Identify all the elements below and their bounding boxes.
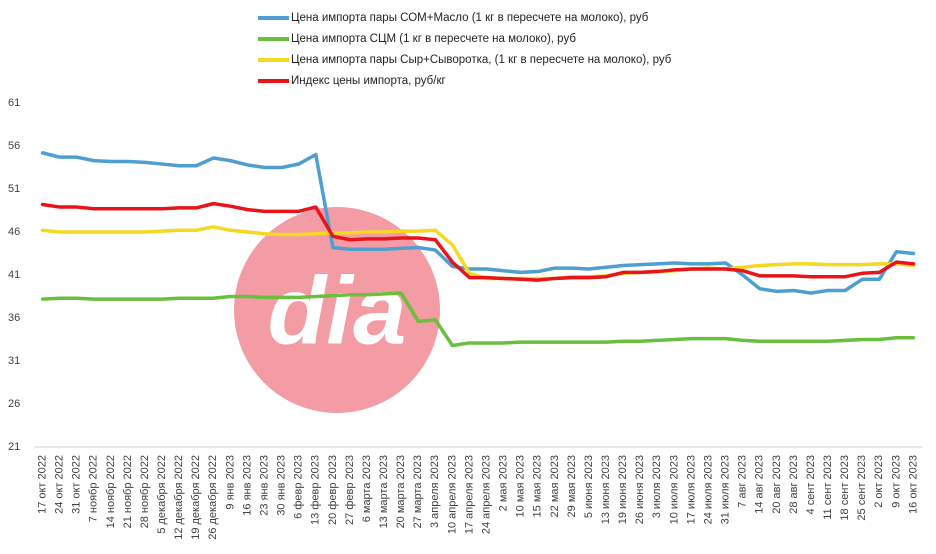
x-tick-label: 22 мая 2023	[549, 455, 561, 517]
x-tick-label: 19 июня 2023	[617, 455, 629, 524]
x-tick-label: 6 марта 2023	[361, 455, 373, 522]
x-tick-label: 11 сент 2023	[822, 455, 834, 520]
x-tick-label: 7 авг 2023	[737, 455, 749, 508]
x-tick-label: 26 июня 2023	[634, 455, 646, 524]
x-tick-label: 18 сент 2023	[839, 455, 851, 521]
legend-label: Цена импорта СЦМ (1 кг в пересчете на мо…	[291, 33, 576, 45]
legend-label: Цена импорта пары СОМ+Масло (1 кг в пере…	[291, 12, 649, 24]
x-tick-label: 30 янв 2023	[276, 455, 288, 516]
x-tick-label: 17 апреля 2023	[463, 455, 475, 534]
x-tick-label: 17 июля 2023	[685, 455, 697, 524]
x-tick-label: 16 окт 2023	[907, 455, 919, 514]
x-tick-label: 24 июля 2023	[702, 455, 714, 524]
legend-label: Цена импорта пары Сыр+Сыворотка, (1 кг в…	[291, 54, 672, 66]
y-tick-label: 41	[8, 269, 20, 281]
x-tick-label: 13 июня 2023	[600, 455, 612, 524]
x-tick-label: 17 окт 2022	[36, 455, 48, 514]
x-tick-label: 26 декабря 2022	[207, 455, 219, 540]
x-tick-label: 29 мая 2023	[566, 455, 578, 517]
x-tick-label: 24 апреля 2023	[480, 455, 492, 534]
series-line	[40, 201, 916, 282]
legend-label: Индекс цены импорта, руб/кг	[291, 75, 446, 87]
x-tick-label: 14 авг 2023	[754, 455, 766, 514]
x-tick-label: 9 янв 2023	[224, 455, 236, 510]
series-line	[40, 151, 916, 295]
x-tick-label: 13 февр 2023	[310, 455, 322, 525]
y-tick-label: 51	[8, 183, 20, 195]
x-tick-label: 5 июня 2023	[583, 455, 595, 518]
x-tick-label: 3 апреля 2023	[429, 455, 441, 528]
x-tick-label: 31 июля 2023	[720, 455, 732, 524]
y-tick-label: 21	[8, 441, 20, 453]
x-tick-label: 5 декабря 2022	[156, 455, 168, 534]
x-tick-label: 20 авг 2023	[771, 455, 783, 514]
x-tick-label: 3 июля 2023	[651, 455, 663, 518]
x-tick-label: 23 янв 2023	[258, 455, 270, 516]
x-tick-label: 2 мая 2023	[498, 455, 510, 511]
x-tick-label: 6 февр 2023	[293, 455, 305, 519]
x-tick-label: 14 ноябр 2022	[105, 455, 117, 528]
y-tick-label: 56	[8, 140, 20, 152]
x-tick-label: 31 окт 2022	[71, 455, 83, 514]
x-tick-label: 2 окт 2023	[873, 455, 885, 508]
x-tick-label: 19 декабря 2022	[190, 455, 202, 540]
series-line	[40, 291, 916, 348]
x-tick-label: 10 июля 2023	[668, 455, 680, 524]
x-tick-label: 4 сент 2023	[805, 455, 817, 514]
x-tick-label: 7 ноябр 2022	[88, 455, 100, 522]
x-tick-label: 28 авг 2023	[788, 455, 800, 514]
y-tick-label: 31	[8, 355, 20, 367]
x-tick-label: 16 янв 2023	[241, 455, 253, 516]
watermark-circle	[234, 207, 440, 413]
x-tick-label: 21 ноябр 2022	[122, 455, 134, 528]
x-tick-label: 13 марта 2023	[378, 455, 390, 528]
x-tick-label: 15 мая 2023	[532, 455, 544, 517]
x-tick-label: 27 февр 2023	[344, 455, 356, 525]
watermark: dia	[234, 207, 440, 413]
x-tick-label: 25 сент 2023	[856, 455, 868, 521]
watermark-text: dia	[268, 257, 407, 364]
x-tick-label: 28 ноябр 2022	[139, 455, 151, 528]
x-tick-label: 10 мая 2023	[515, 455, 527, 517]
x-tick-label: 27 марта 2023	[412, 455, 424, 528]
x-tick-label: 20 февр 2023	[327, 455, 339, 525]
y-tick-label: 46	[8, 226, 20, 238]
x-tick-label: 20 марта 2023	[395, 455, 407, 528]
x-tick-label: 9 окт 2023	[890, 455, 902, 508]
x-tick-label: 24 окт 2022	[54, 455, 66, 514]
x-tick-label: 10 апреля 2023	[446, 455, 458, 534]
y-tick-label: 36	[8, 312, 20, 324]
y-tick-label: 26	[8, 398, 20, 410]
x-tick-label: 12 декабря 2022	[173, 455, 185, 540]
y-tick-label: 61	[8, 97, 20, 109]
